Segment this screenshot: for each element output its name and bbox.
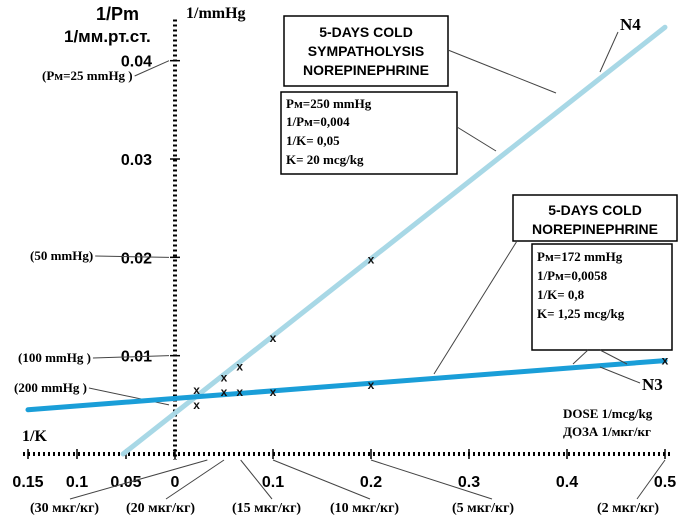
data-point-n3: x [236,385,243,399]
x-axis-label: DOSE 1/mcg/kg [563,406,653,421]
x-tick-label: 0.5 [654,474,676,491]
y-axis-label-ru: 1/мм.рт.ст. [64,27,151,46]
x-dose-annotation: (20 мкг/кг) [126,501,195,516]
series-line-n4 [120,24,668,457]
n3-param-k: K= 1,25 mcg/kg [537,306,625,321]
y-axis-label: 1/Pm [96,4,139,24]
data-point-n4: x [193,383,200,397]
data-point-n4: x [236,359,243,373]
x-annotation-leader [636,459,666,500]
x-tick-label: 0.2 [360,474,382,491]
x-tick-label: 0 [171,474,180,491]
n3-title-line-1: 5-DAYS COLD [548,202,642,218]
data-point-n4: x [221,370,228,384]
y-annotation-leader [134,60,170,77]
n3-title-box [512,194,678,242]
n3-params-box [531,243,673,351]
x-annotation-leader [370,459,493,500]
y-annotation-leader [92,355,170,359]
y-pressure-annotation: (Pм=25 mmHg ) [42,68,133,83]
data-point-n3: x [270,385,277,399]
n3-param-pm: Pм=172 mmHg [537,249,623,264]
callout-leader-lines [433,31,641,384]
x-dose-annotation: (5 мкг/кг) [452,501,514,516]
series-label-n4: N4 [620,15,641,34]
data-point-n3: x [193,398,200,412]
x-annotation-leader [165,459,225,500]
n4-title-line-3: NOREPINEPHRINE [303,62,429,78]
x-tick-label: 0.15 [12,474,43,491]
y-pressure-annotation: (100 mmHg ) [18,350,91,365]
x-tick-label: 0.4 [556,474,578,491]
n4-param-inv-k: 1/K= 0,05 [286,133,340,148]
n3-title-line-2: NOREPINEPHRINE [532,221,658,237]
n3-param-inv-pm: 1/Pм=0,0058 [537,268,608,283]
data-point-n3: x [662,354,669,368]
x-dose-annotation: (15 мкг/кг) [232,501,301,516]
n4-title-box [283,15,449,87]
y-tick-label: 0.04 [121,54,152,71]
series-label-n3: N3 [642,375,663,394]
n4-param-k: K= 20 mcg/kg [286,152,364,167]
n4-param-pm: Pм=250 mmHg [286,96,372,111]
n4-title-line-2: SYMPATHOLYSIS [308,43,424,59]
data-point-n3: x [221,385,228,399]
y-pressure-annotation: (50 mmHg) [30,248,93,263]
x-annotation-leader [69,459,208,500]
y-axis-unit: 1/mmHg [186,5,246,22]
x-dose-annotation: (10 мкг/кг) [330,501,399,516]
n4-title-line-1: 5-DAYS COLD [319,24,413,40]
x-dose-annotation: (2 мкг/кг) [597,501,659,516]
x-tick-label: 0.3 [458,474,480,491]
y-tick-label: 0.03 [121,152,152,169]
x-tick-label: 0.1 [66,474,88,491]
x-axis-label-ru: ДОЗА 1/мкг/кг [563,424,651,439]
data-point-n4: x [368,252,375,266]
y-annotation-leader [95,255,170,258]
x-annotation-leader [272,459,371,500]
data-point-n4: x [270,331,277,345]
x-dose-annotation: (30 мкг/кг) [30,501,99,516]
y-tick-label: 0.02 [121,250,152,267]
x-annotation-leader [240,459,273,500]
y-tick-label: 0.01 [121,349,152,366]
x-tick-label: 0.1 [262,474,284,491]
series-line-n3 [25,358,668,413]
n4-params-box [280,91,458,175]
x-tick-label: 0.05 [110,474,141,491]
n4-param-inv-pm: 1/Pм=0,004 [286,114,350,129]
y-pressure-annotation: (200 mmHg ) [14,380,87,395]
data-point-n3: x [368,378,375,392]
n3-param-inv-k: 1/K= 0,8 [537,287,585,302]
x-intercept-label: 1/K [22,428,47,445]
